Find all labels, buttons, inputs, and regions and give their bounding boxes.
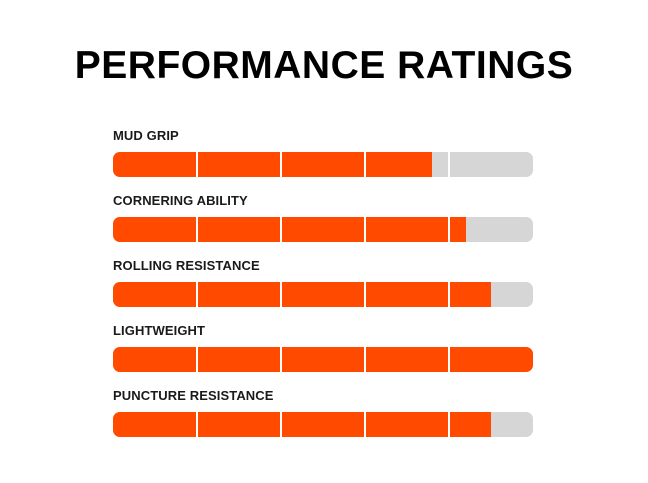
rating-bar-divider xyxy=(364,347,366,372)
rating-bar-divider xyxy=(448,152,450,177)
rating-bar-track xyxy=(113,282,533,307)
rating-row: ROLLING RESISTANCE xyxy=(113,256,533,321)
rating-bar-divider xyxy=(280,412,282,437)
rating-bar-divider xyxy=(196,347,198,372)
rating-label: MUD GRIP xyxy=(113,128,179,143)
rating-bar-track xyxy=(113,347,533,372)
rating-bar-divider xyxy=(196,282,198,307)
rating-bar-divider xyxy=(364,412,366,437)
rating-bar-fill xyxy=(113,347,533,372)
rating-bar-fill xyxy=(113,152,433,177)
rating-bar-fill xyxy=(113,282,491,307)
rating-bar-divider xyxy=(448,347,450,372)
rating-row: LIGHTWEIGHT xyxy=(113,321,533,386)
rating-bar-divider xyxy=(280,217,282,242)
rating-bar-divider xyxy=(280,282,282,307)
rating-bar-track xyxy=(113,152,533,177)
rating-label: PUNCTURE RESISTANCE xyxy=(113,388,274,403)
rating-bar-divider xyxy=(448,412,450,437)
rating-row: CORNERING ABILITY xyxy=(113,191,533,256)
rating-bar-divider xyxy=(364,282,366,307)
rating-bar-fill xyxy=(113,412,491,437)
rating-label: CORNERING ABILITY xyxy=(113,193,248,208)
rating-row: MUD GRIP xyxy=(113,126,533,191)
rating-bar-divider xyxy=(448,217,450,242)
rating-bar-divider xyxy=(364,152,366,177)
rating-bar-track xyxy=(113,217,533,242)
rating-label: ROLLING RESISTANCE xyxy=(113,258,260,273)
rating-bar-fill xyxy=(113,217,466,242)
rating-bar-divider xyxy=(196,412,198,437)
rating-bar-divider xyxy=(196,217,198,242)
rating-label: LIGHTWEIGHT xyxy=(113,323,206,338)
performance-ratings-chart: MUD GRIP CORNERING ABILITY ROLLING RESISTA… xyxy=(113,126,533,451)
rating-row: PUNCTURE RESISTANCE xyxy=(113,386,533,451)
page-title: PERFORMANCE RATINGS xyxy=(74,44,574,87)
rating-bar-divider xyxy=(280,347,282,372)
rating-bar-divider xyxy=(196,152,198,177)
rating-bar-track xyxy=(113,412,533,437)
rating-bar-divider xyxy=(364,217,366,242)
rating-bar-divider xyxy=(448,282,450,307)
rating-bar-divider xyxy=(280,152,282,177)
